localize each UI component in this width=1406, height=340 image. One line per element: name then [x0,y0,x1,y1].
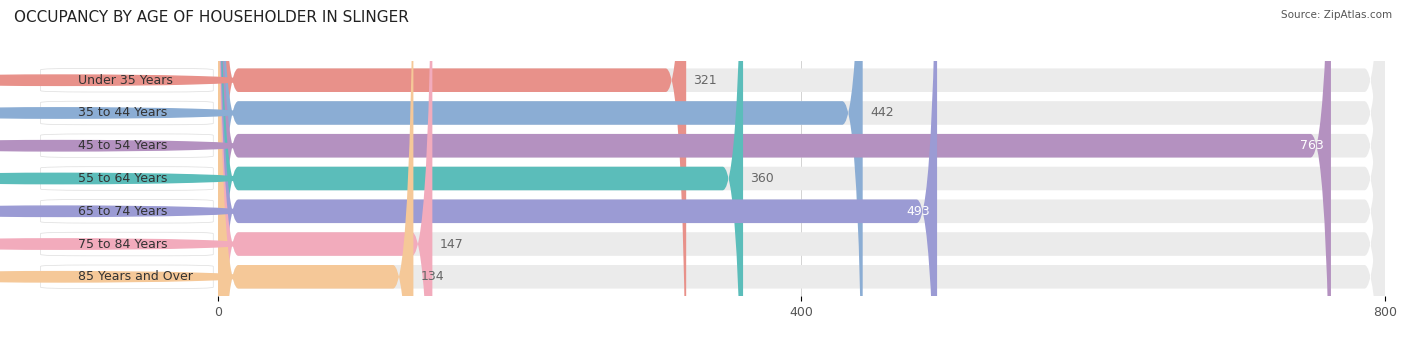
FancyBboxPatch shape [218,0,1385,340]
Circle shape [0,108,246,118]
Text: 35 to 44 Years: 35 to 44 Years [77,106,167,119]
FancyBboxPatch shape [218,0,433,340]
FancyBboxPatch shape [41,265,214,289]
FancyBboxPatch shape [218,0,413,340]
Circle shape [0,206,246,217]
FancyBboxPatch shape [41,68,214,92]
FancyBboxPatch shape [218,0,1385,340]
FancyBboxPatch shape [41,232,214,256]
Text: 442: 442 [870,106,894,119]
FancyBboxPatch shape [41,101,214,125]
FancyBboxPatch shape [218,0,1385,340]
FancyBboxPatch shape [218,0,863,340]
FancyBboxPatch shape [218,0,936,340]
Circle shape [0,140,246,151]
FancyBboxPatch shape [41,134,214,157]
Text: 321: 321 [693,74,717,87]
FancyBboxPatch shape [218,0,686,340]
Circle shape [0,173,246,184]
FancyBboxPatch shape [218,0,742,340]
Text: 85 Years and Over: 85 Years and Over [77,270,193,283]
Text: Under 35 Years: Under 35 Years [77,74,173,87]
FancyBboxPatch shape [218,0,1331,340]
Circle shape [0,239,246,249]
FancyBboxPatch shape [218,0,1385,340]
Text: 134: 134 [420,270,444,283]
Text: 75 to 84 Years: 75 to 84 Years [77,238,167,251]
Text: 360: 360 [751,172,775,185]
FancyBboxPatch shape [41,200,214,223]
Text: OCCUPANCY BY AGE OF HOUSEHOLDER IN SLINGER: OCCUPANCY BY AGE OF HOUSEHOLDER IN SLING… [14,10,409,25]
FancyBboxPatch shape [218,0,1385,340]
Text: 763: 763 [1301,139,1323,152]
Text: 65 to 74 Years: 65 to 74 Years [77,205,167,218]
FancyBboxPatch shape [218,0,1385,340]
Text: 55 to 64 Years: 55 to 64 Years [77,172,167,185]
Text: 493: 493 [905,205,929,218]
FancyBboxPatch shape [41,167,214,190]
Text: 45 to 54 Years: 45 to 54 Years [77,139,167,152]
Circle shape [0,272,246,282]
Text: Source: ZipAtlas.com: Source: ZipAtlas.com [1281,10,1392,20]
Text: 147: 147 [440,238,464,251]
FancyBboxPatch shape [218,0,1385,340]
Circle shape [0,75,246,85]
